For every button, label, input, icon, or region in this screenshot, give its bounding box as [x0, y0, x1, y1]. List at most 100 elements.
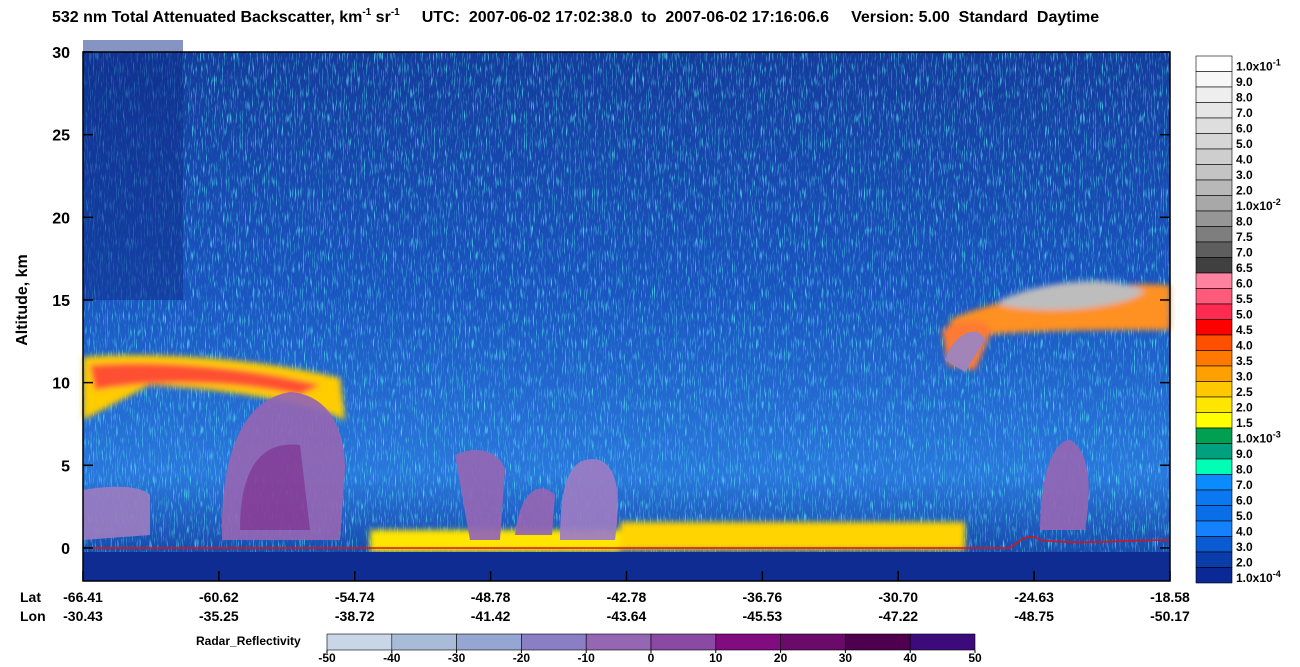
colorbar-cell [1195, 520, 1233, 537]
colorbar-label: 5.0 [1236, 509, 1253, 523]
colorbar-label: 1.0x10-2 [1236, 197, 1281, 213]
radar-colorbar-cell [326, 633, 393, 651]
colorbar-cell [1195, 381, 1233, 398]
colorbar-cell [1195, 288, 1233, 305]
colorbar-label-text: 5.0 [1236, 137, 1253, 151]
colorbar-label: 3.0 [1236, 168, 1253, 182]
colorbar-label: 7.5 [1236, 230, 1253, 244]
colorbar-label: 1.0x10-3 [1236, 430, 1281, 446]
y-tick-label: 20 [52, 210, 70, 227]
title-text: 532 nm Total Attenuated Backscatter, km [52, 9, 362, 26]
radar-tick-label: -20 [513, 651, 531, 665]
colorbar-cell [1195, 117, 1233, 134]
radar-colorbar-cell [845, 633, 911, 651]
colorbar-label: 4.0 [1236, 525, 1253, 539]
lon-tick-label: -45.53 [743, 608, 783, 624]
colorbar-label: 7.0 [1236, 246, 1253, 260]
radar-colorbar-cell [715, 633, 781, 651]
colorbar-cell [1195, 195, 1233, 212]
radar-echo [83, 331, 1089, 540]
colorbar-cell [1195, 55, 1233, 72]
colorbar-cell [1195, 272, 1233, 289]
lat-tick-label: -48.78 [471, 589, 511, 605]
colorbar-cell [1195, 179, 1233, 196]
colorbar-label-text: 3.0 [1236, 540, 1253, 554]
colorbar-label: 4.0 [1236, 153, 1253, 167]
colorbar-label-text: 9.0 [1236, 75, 1253, 89]
colorbar-label: 4.0 [1236, 339, 1253, 353]
radar-colorbar-cell [909, 633, 976, 651]
colorbar-label: 4.5 [1236, 323, 1253, 337]
colorbar-label-text: 7.0 [1236, 106, 1253, 120]
x-row-label: Lon [20, 608, 46, 624]
radar-tick-label: 40 [904, 651, 918, 665]
colorbar-label: 1.0x10-4 [1236, 569, 1281, 585]
y-axis-label: Altitude, km [14, 254, 31, 346]
cloud-layer [83, 281, 1170, 552]
radar-tick-label: -30 [448, 651, 466, 665]
colorbar-label-text: 8.0 [1236, 463, 1253, 477]
lon-tick-label: -50.17 [1150, 608, 1190, 624]
title-sup: -1 [362, 7, 371, 18]
colorbar-label-text: 5.0 [1236, 308, 1253, 322]
lat-tick-label: -24.63 [1014, 589, 1054, 605]
y-tick-label: 25 [52, 128, 70, 145]
colorbar-label: 8.0 [1236, 463, 1253, 477]
colorbar-cell [1195, 164, 1233, 181]
radar-colorbar-cell [585, 633, 652, 651]
y-tick-label: 0 [61, 541, 70, 558]
colorbar-label-text: 6.0 [1236, 494, 1253, 508]
lon-tick-label: -43.64 [607, 608, 647, 624]
colorbar-label-text: 2.0 [1236, 556, 1253, 570]
lon-tick-label: -48.75 [1014, 608, 1054, 624]
title-utc: UTC: 2007-06-02 17:02:38.0 to 2007-06-02… [422, 9, 829, 26]
colorbar-cell [1195, 257, 1233, 274]
x-row-label: Lat [20, 589, 41, 605]
colorbar-label-text: 8.0 [1236, 215, 1253, 229]
colorbar-label: 7.0 [1236, 106, 1253, 120]
radar-tick-label: -50 [318, 651, 336, 665]
lon-tick-label: -35.25 [199, 608, 239, 624]
colorbar-label: 6.0 [1236, 277, 1253, 291]
dark-region [83, 40, 183, 300]
colorbar-cell [1195, 102, 1233, 119]
colorbar-label: 5.0 [1236, 137, 1253, 151]
colorbar-label-text: 6.5 [1236, 261, 1253, 275]
y-tick-label: 5 [61, 458, 70, 475]
lon-tick-label: -38.72 [335, 608, 375, 624]
colorbar-label: 2.0 [1236, 401, 1253, 415]
colorbar-label-text: 4.0 [1236, 339, 1253, 353]
title-text: sr [371, 9, 391, 26]
colorbar-label-text: 1.0x10 [1236, 432, 1273, 446]
radar-colorbar-cell [456, 633, 522, 651]
colorbar-label: 8.0 [1236, 215, 1253, 229]
colorbar-label: 9.0 [1236, 447, 1253, 461]
colorbar-cell [1195, 489, 1233, 506]
colorbar-cell [1195, 536, 1233, 553]
colorbar-label-text: 4.0 [1236, 525, 1253, 539]
radar-tick-label: 50 [968, 651, 982, 665]
colorbar-label: 2.0 [1236, 556, 1253, 570]
colorbar-label-text: 1.0x10 [1236, 60, 1273, 74]
radar-tick-label: 30 [839, 651, 853, 665]
colorbar-label-text: 8.0 [1236, 91, 1253, 105]
colorbar-label-text: 9.0 [1236, 447, 1253, 461]
colorbar-label-text: 7.5 [1236, 230, 1253, 244]
colorbar-cell [1195, 241, 1233, 258]
colorbar-label-exp: -2 [1273, 197, 1281, 207]
colorbar-cell [1195, 319, 1233, 336]
colorbar-label-text: 3.5 [1236, 354, 1253, 368]
colorbar-cell [1195, 443, 1233, 460]
colorbar-label-text: 2.5 [1236, 385, 1253, 399]
colorbar-label: 2.5 [1236, 385, 1253, 399]
colorbar-cell [1195, 505, 1233, 522]
lon-tick-label: -30.43 [63, 608, 103, 624]
colorbar-label: 3.0 [1236, 540, 1253, 554]
colorbar-cell [1195, 427, 1233, 444]
lat-tick-label: -30.70 [878, 589, 918, 605]
colorbar-label: 9.0 [1236, 75, 1253, 89]
colorbar-cell [1195, 365, 1233, 382]
colorbar-cell [1195, 350, 1233, 367]
colorbar-label-exp: -3 [1273, 430, 1281, 440]
curtain-image [83, 40, 1171, 581]
